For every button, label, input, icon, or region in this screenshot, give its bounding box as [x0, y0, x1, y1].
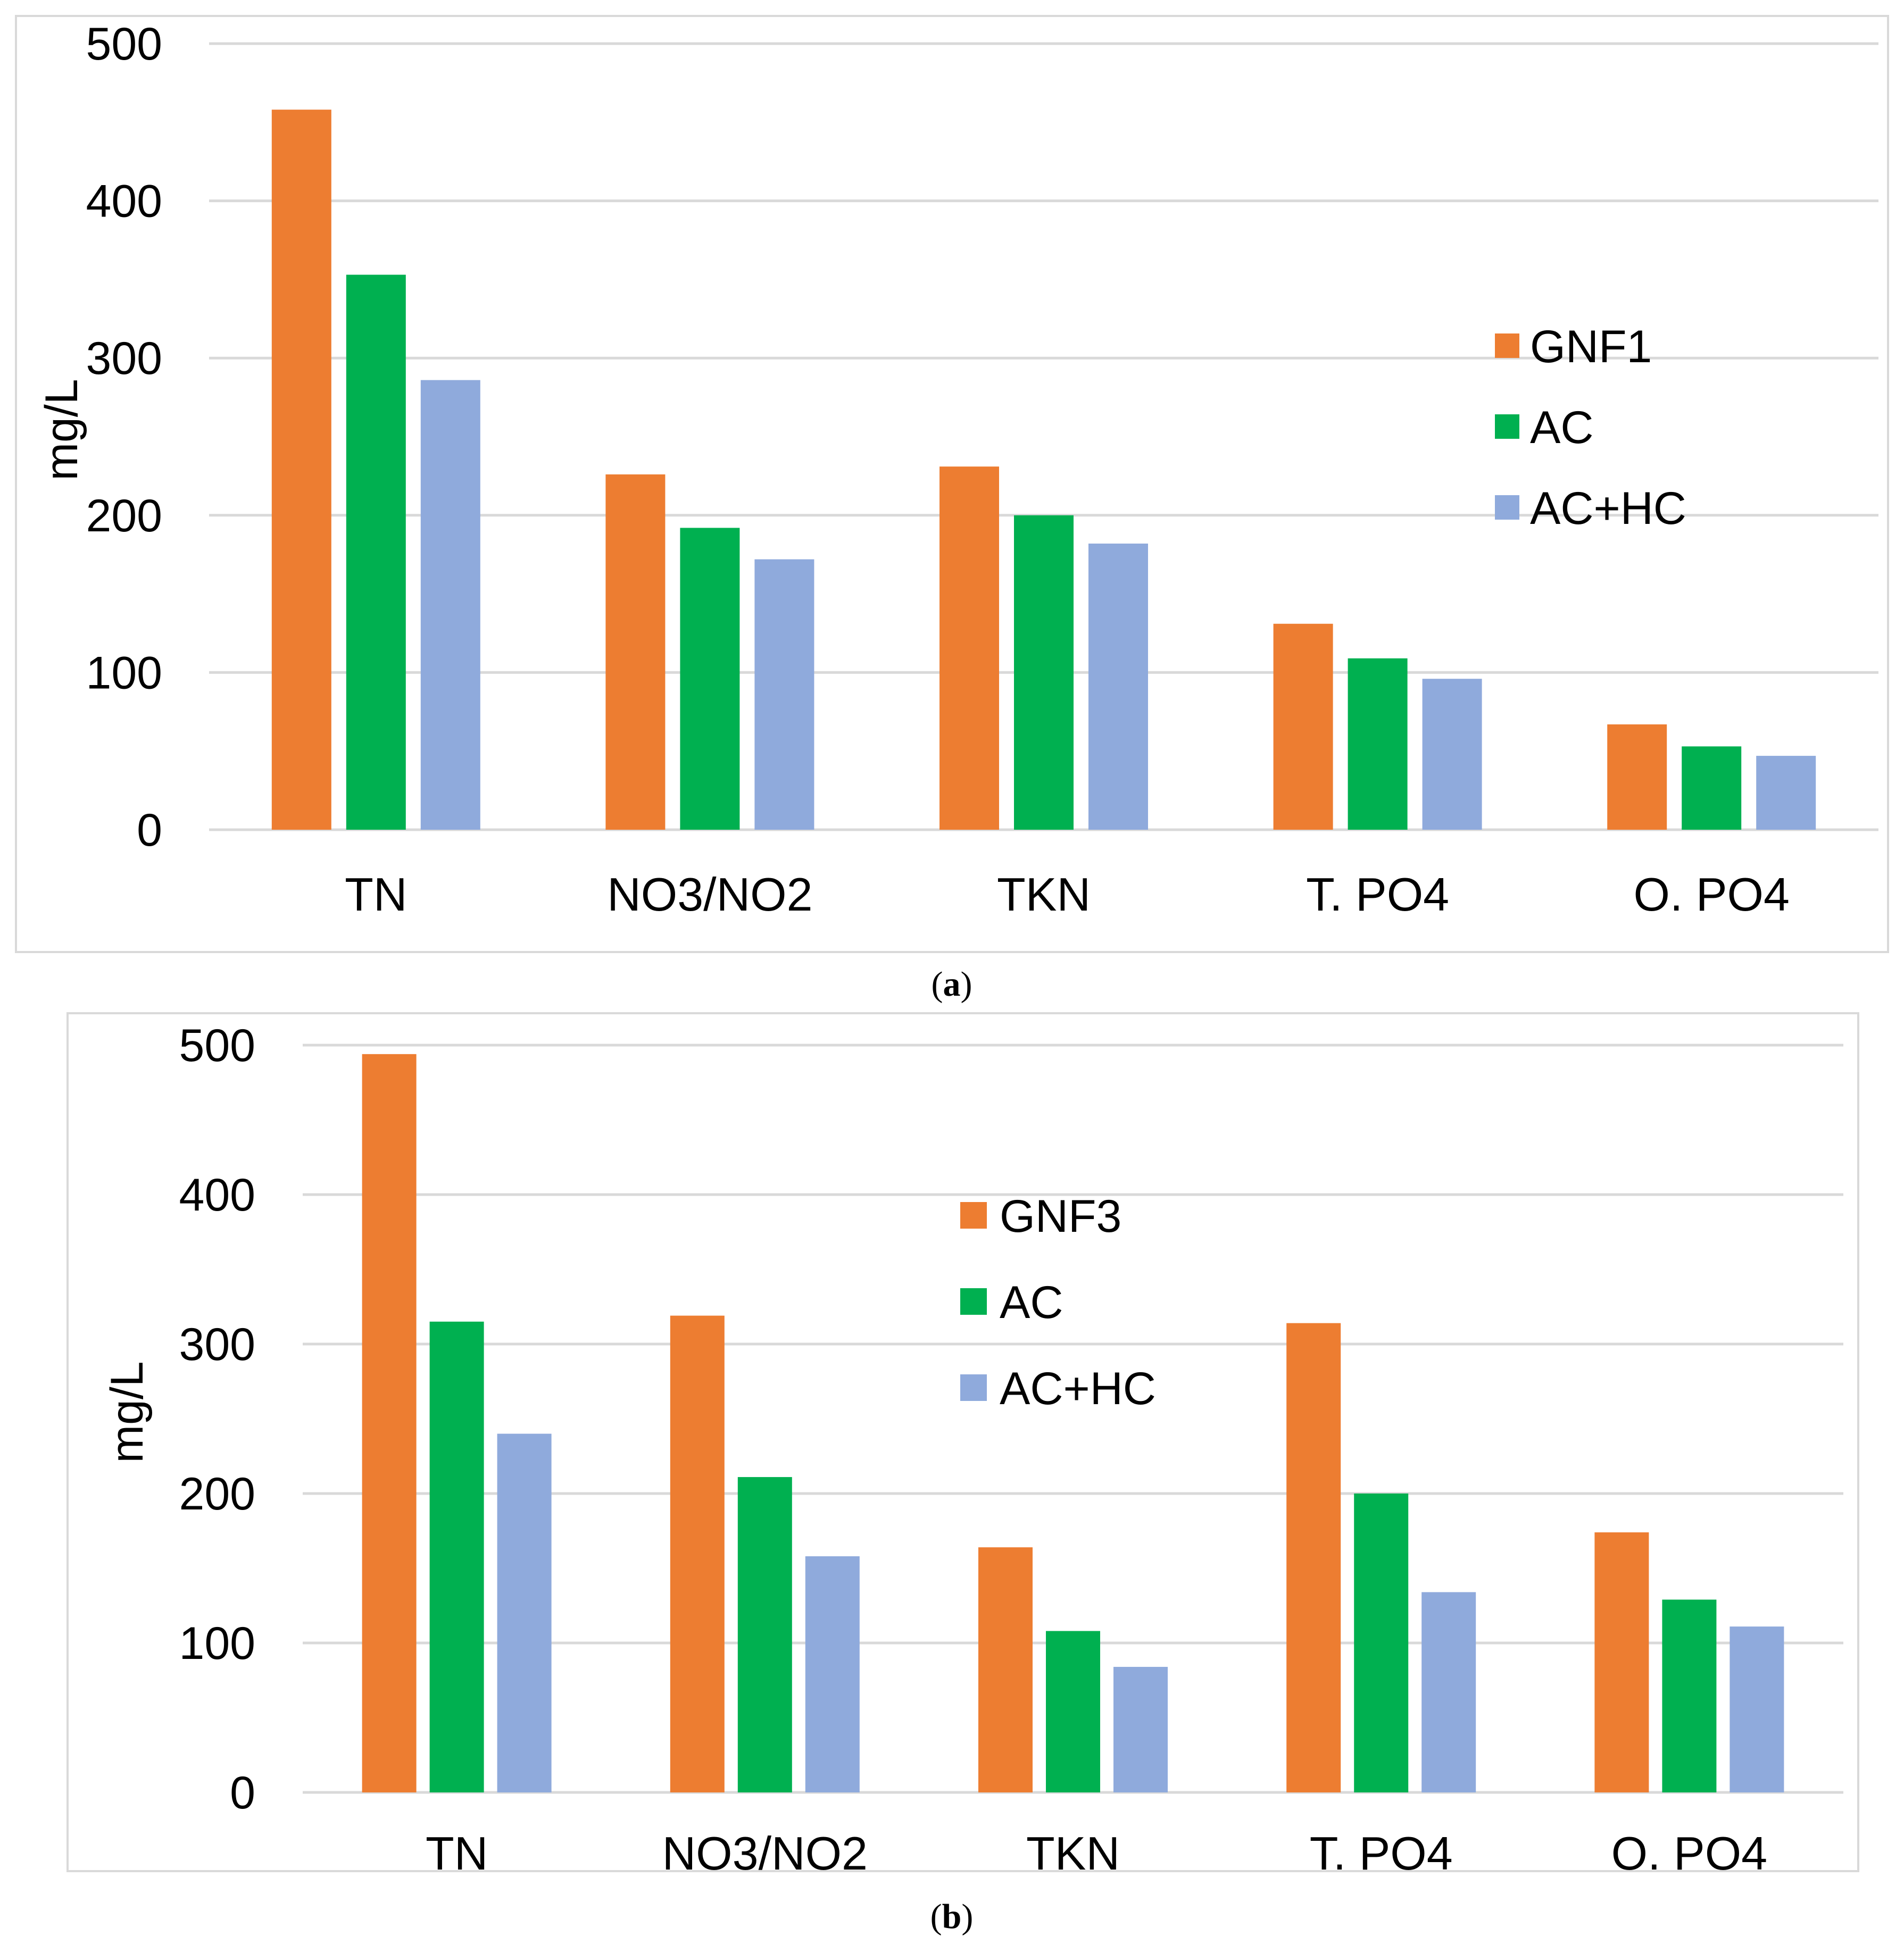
- category-label: NO3/NO2: [607, 868, 812, 921]
- bar-ac-no3-no2: [737, 1477, 792, 1792]
- bar-ac-tn: [429, 1321, 484, 1792]
- bar-ac-tkn: [1014, 515, 1074, 830]
- chart-b-legend: GNF3 AC AC+HC: [960, 1191, 1156, 1414]
- chart-a-frame: [15, 15, 1889, 953]
- category-label: O. PO4: [1611, 1827, 1767, 1880]
- bar-ac-hc-tkn: [1113, 1666, 1168, 1792]
- y-tick-label: 200: [179, 1469, 256, 1520]
- legend-label: AC+HC: [1530, 483, 1686, 534]
- chart-panel-b: 0 100 200 300 400 500 TN NO3/NO2 TKN T. PO4 O. PO…: [66, 1012, 1859, 1880]
- y-tick-label: 200: [86, 490, 163, 541]
- legend-swatch: [960, 1374, 987, 1401]
- bar-ac-hc-tn: [420, 380, 480, 830]
- chart-a-bars: [271, 110, 1816, 830]
- bar-gnf1-t-po4: [1273, 623, 1333, 830]
- bar-gnf3-o-po4: [1594, 1532, 1649, 1792]
- category-label: TKN: [997, 868, 1091, 921]
- category-label: TN: [345, 868, 407, 921]
- y-tick-label: 500: [179, 1020, 256, 1071]
- chart-panel-a: 0 100 200 300 400 500 TN NO3/NO2 TKN T. PO4 O. PO…: [15, 15, 1889, 953]
- legend-label: AC: [1000, 1277, 1063, 1328]
- bar-gnf1-tn: [271, 110, 331, 830]
- y-tick-label: 0: [230, 1767, 255, 1818]
- category-label: TN: [426, 1827, 488, 1880]
- category-label: TKN: [1026, 1827, 1120, 1880]
- caption-a-open: (: [932, 965, 943, 1004]
- chart-a-legend: GNF1 AC AC+HC: [1495, 321, 1686, 534]
- bar-ac-t-po4: [1348, 658, 1408, 830]
- y-tick-label: 500: [86, 19, 163, 70]
- legend-label: AC: [1530, 402, 1593, 453]
- category-label: O. PO4: [1633, 868, 1789, 921]
- chart-b-bars: [362, 1054, 1784, 1792]
- y-tick-label: 100: [179, 1618, 256, 1669]
- caption-b-letter: b: [942, 1897, 962, 1936]
- caption-a: (a): [932, 965, 972, 1004]
- legend-swatch: [960, 1202, 987, 1229]
- bar-ac-tn: [346, 274, 406, 830]
- chart-b-y-axis-label: mg/L: [102, 1361, 153, 1463]
- chart-b-category-labels: TN NO3/NO2 TKN T. PO4 O. PO4: [426, 1827, 1767, 1880]
- bar-ac-o-po4: [1662, 1599, 1717, 1792]
- bar-ac-hc-tkn: [1088, 544, 1148, 830]
- legend-label: GNF3: [1000, 1191, 1121, 1242]
- chart-b-y-ticks: 0 100 200 300 400 500: [179, 1020, 256, 1818]
- bar-gnf1-no3-no2: [605, 474, 666, 830]
- bar-ac-hc-no3-no2: [805, 1556, 860, 1792]
- bar-ac-no3-no2: [680, 528, 740, 830]
- y-tick-label: 100: [86, 647, 163, 698]
- y-tick-label: 300: [86, 333, 163, 384]
- bar-gnf3-t-po4: [1286, 1323, 1341, 1792]
- category-label: T. PO4: [1310, 1827, 1453, 1880]
- caption-b: (b): [930, 1897, 974, 1936]
- legend-swatch: [1495, 333, 1519, 358]
- bar-ac-hc-no3-no2: [754, 559, 814, 830]
- chart-a-y-axis-label: mg/L: [36, 379, 87, 480]
- y-tick-label: 300: [179, 1319, 256, 1370]
- bar-ac-hc-o-po4: [1756, 756, 1816, 830]
- bar-gnf3-tkn: [978, 1547, 1033, 1792]
- chart-a-y-ticks: 0 100 200 300 400 500: [86, 19, 163, 856]
- legend-swatch: [960, 1288, 987, 1315]
- bar-gnf1-o-po4: [1607, 724, 1667, 830]
- bar-ac-hc-t-po4: [1421, 1592, 1476, 1792]
- bar-ac-hc-t-po4: [1422, 679, 1482, 830]
- caption-a-close: ): [961, 965, 972, 1004]
- bar-ac-tkn: [1046, 1631, 1100, 1792]
- legend-swatch: [1495, 414, 1519, 439]
- bar-ac-hc-tn: [497, 1433, 552, 1792]
- category-label: NO3/NO2: [662, 1827, 868, 1880]
- y-tick-label: 400: [179, 1170, 256, 1221]
- bar-gnf3-no3-no2: [670, 1315, 725, 1792]
- legend-swatch: [1495, 495, 1519, 520]
- chart-b-frame: [66, 1012, 1859, 1872]
- y-tick-label: 400: [86, 176, 163, 227]
- category-label: T. PO4: [1306, 868, 1449, 921]
- legend-label: AC+HC: [1000, 1363, 1156, 1414]
- y-tick-label: 0: [137, 805, 162, 856]
- bar-ac-o-po4: [1682, 746, 1742, 830]
- chart-a-category-labels: TN NO3/NO2 TKN T. PO4 O. PO4: [345, 868, 1790, 921]
- chart-a-gridlines: [209, 42, 1878, 831]
- bar-gnf3-tn: [362, 1054, 417, 1792]
- caption-b-open: (: [930, 1897, 942, 1936]
- bar-gnf1-tkn: [939, 466, 999, 830]
- caption-b-close: ): [961, 1897, 973, 1936]
- bar-ac-t-po4: [1354, 1494, 1409, 1792]
- caption-a-letter: a: [943, 965, 961, 1004]
- legend-label: GNF1: [1530, 321, 1652, 372]
- bar-ac-hc-o-po4: [1730, 1626, 1784, 1792]
